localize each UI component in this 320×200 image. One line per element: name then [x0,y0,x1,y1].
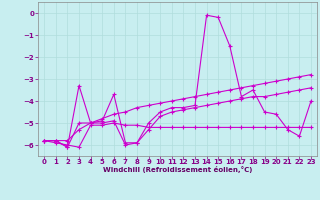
X-axis label: Windchill (Refroidissement éolien,°C): Windchill (Refroidissement éolien,°C) [103,166,252,173]
